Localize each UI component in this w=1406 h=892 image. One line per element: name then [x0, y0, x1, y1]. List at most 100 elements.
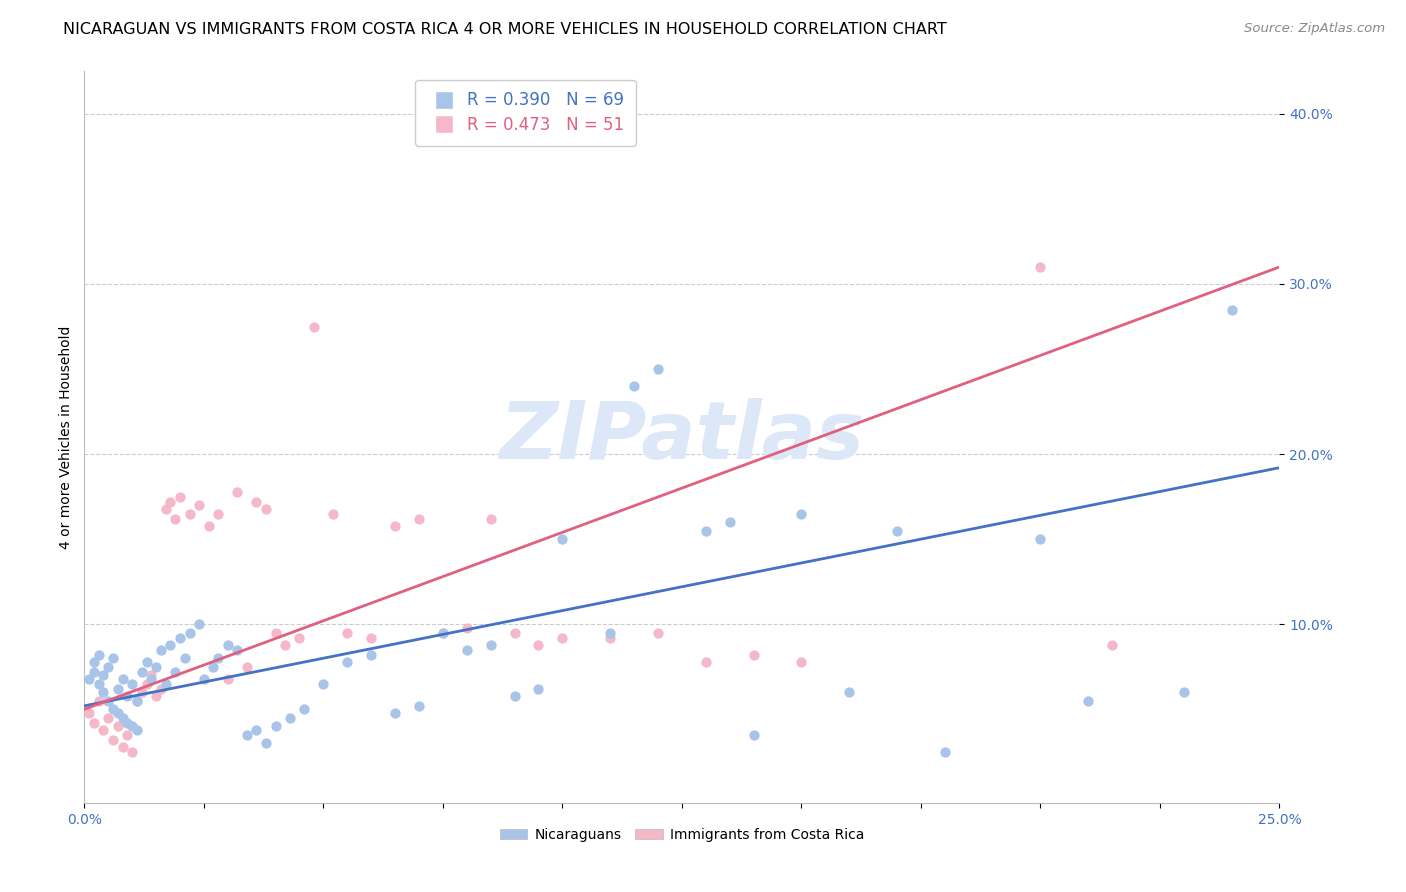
Point — [117, 728, 139, 742]
Point — [87, 694, 110, 708]
Point — [159, 638, 181, 652]
Point — [274, 638, 297, 652]
Point — [1220, 302, 1243, 317]
Point — [647, 625, 669, 640]
Point — [1029, 260, 1052, 274]
Point — [264, 625, 287, 640]
Point — [149, 642, 172, 657]
Point — [254, 501, 277, 516]
Point — [125, 694, 148, 708]
Point — [1173, 685, 1195, 699]
Point — [145, 689, 167, 703]
Point — [145, 659, 167, 673]
Y-axis label: 4 or more Vehicles in Household: 4 or more Vehicles in Household — [59, 326, 73, 549]
Point — [236, 659, 259, 673]
Point — [479, 638, 502, 652]
Legend: Nicaraguans, Immigrants from Costa Rica: Nicaraguans, Immigrants from Costa Rica — [494, 822, 870, 847]
Point — [135, 655, 157, 669]
Point — [155, 677, 177, 691]
Point — [695, 524, 717, 538]
Point — [408, 512, 430, 526]
Point — [169, 631, 191, 645]
Point — [292, 702, 315, 716]
Point — [245, 494, 267, 508]
Text: Source: ZipAtlas.com: Source: ZipAtlas.com — [1244, 22, 1385, 36]
Point — [336, 625, 359, 640]
Point — [188, 617, 211, 632]
Point — [165, 665, 187, 679]
Point — [503, 625, 526, 640]
Point — [551, 532, 574, 546]
Point — [718, 515, 741, 529]
Point — [97, 694, 120, 708]
Point — [934, 745, 956, 759]
Point — [111, 711, 134, 725]
Point — [111, 739, 134, 754]
Point — [432, 625, 454, 640]
Point — [77, 672, 100, 686]
Point — [117, 715, 139, 730]
Point — [202, 659, 225, 673]
Point — [527, 681, 550, 696]
Point — [188, 498, 211, 512]
Point — [179, 507, 201, 521]
Point — [742, 728, 765, 742]
Point — [278, 711, 301, 725]
Point — [97, 659, 120, 673]
Text: NICARAGUAN VS IMMIGRANTS FROM COSTA RICA 4 OR MORE VEHICLES IN HOUSEHOLD CORRELA: NICARAGUAN VS IMMIGRANTS FROM COSTA RICA… — [63, 22, 948, 37]
Point — [647, 362, 669, 376]
Point — [165, 512, 187, 526]
Point — [107, 681, 129, 696]
Point — [479, 512, 502, 526]
Point — [432, 625, 454, 640]
Point — [551, 631, 574, 645]
Point — [226, 484, 249, 499]
Point — [384, 706, 406, 720]
Point — [107, 719, 129, 733]
Point — [360, 648, 382, 662]
Point — [623, 379, 645, 393]
Point — [226, 642, 249, 657]
Point — [131, 685, 153, 699]
Point — [360, 631, 382, 645]
Point — [742, 648, 765, 662]
Point — [322, 507, 344, 521]
Point — [159, 494, 181, 508]
Point — [107, 706, 129, 720]
Point — [125, 723, 148, 737]
Point — [1029, 532, 1052, 546]
Point — [93, 668, 115, 682]
Point — [93, 723, 115, 737]
Point — [288, 631, 311, 645]
Point — [173, 651, 195, 665]
Point — [1077, 694, 1099, 708]
Point — [217, 638, 239, 652]
Point — [302, 319, 325, 334]
Point — [131, 665, 153, 679]
Point — [336, 655, 359, 669]
Point — [149, 681, 172, 696]
Point — [125, 694, 148, 708]
Point — [83, 655, 105, 669]
Point — [207, 507, 229, 521]
Point — [599, 631, 621, 645]
Point — [93, 685, 115, 699]
Point — [135, 677, 157, 691]
Point — [101, 651, 124, 665]
Point — [236, 728, 259, 742]
Point — [197, 518, 219, 533]
Point — [264, 719, 287, 733]
Point — [886, 524, 908, 538]
Point — [121, 745, 143, 759]
Point — [111, 672, 134, 686]
Point — [599, 625, 621, 640]
Point — [83, 715, 105, 730]
Point — [179, 625, 201, 640]
Point — [254, 736, 277, 750]
Point — [83, 665, 105, 679]
Point — [155, 501, 177, 516]
Point — [838, 685, 860, 699]
Point — [503, 689, 526, 703]
Point — [87, 648, 110, 662]
Point — [408, 698, 430, 713]
